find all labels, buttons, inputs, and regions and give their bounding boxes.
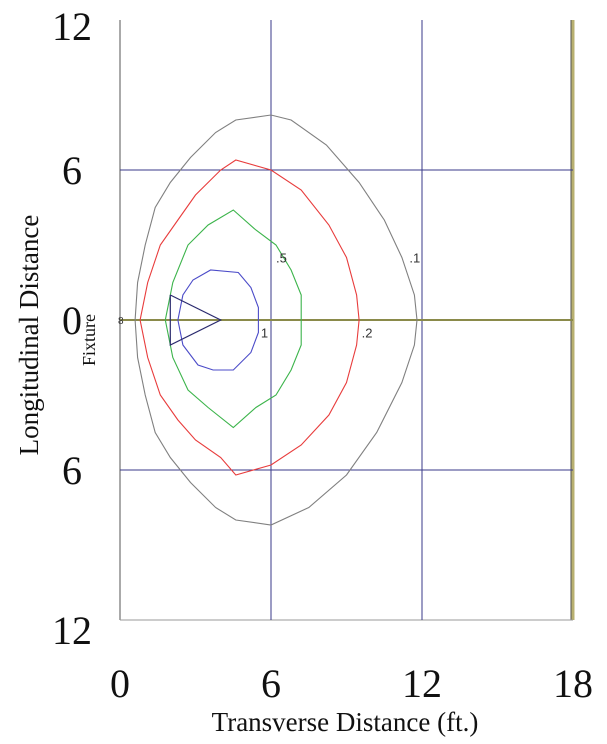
x-axis-label: Transverse Distance (ft.) <box>212 707 479 737</box>
fixture-marker-layer <box>169 294 223 346</box>
fixture-edge-label: 8 <box>118 316 124 327</box>
contour-label-1: .2 <box>362 326 373 341</box>
contour-line-2 <box>164 209 302 429</box>
y-tick-label-1: 6 <box>62 148 82 193</box>
fixture-marker <box>169 294 223 346</box>
y-axis-label: Longitudinal Distance <box>14 215 44 456</box>
y-tick-label-0: 12 <box>52 4 92 49</box>
fixture-label: Fixture <box>79 314 99 366</box>
y-tick-label-3: 6 <box>62 448 82 493</box>
contour-label-2: .5 <box>276 251 287 266</box>
contour-line-3 <box>177 269 259 371</box>
contour-label-3: 1 <box>261 326 268 341</box>
y-tick-label-4: 12 <box>52 608 92 653</box>
x-tick-label-3: 18 <box>553 661 593 706</box>
x-tick-label-0: 0 <box>110 661 130 706</box>
x-tick-label-1: 6 <box>261 661 281 706</box>
contour-label-layer: .1 .2 .5 1 8 <box>118 251 420 341</box>
contour-line-0 <box>134 114 418 526</box>
contour-layer <box>134 114 418 526</box>
contour-label-0: .1 <box>409 251 420 266</box>
y-tick-label-2: 0 <box>62 298 82 343</box>
grid-layer <box>119 20 575 621</box>
contour-line-1 <box>139 159 360 476</box>
x-tick-label-2: 12 <box>402 661 442 706</box>
